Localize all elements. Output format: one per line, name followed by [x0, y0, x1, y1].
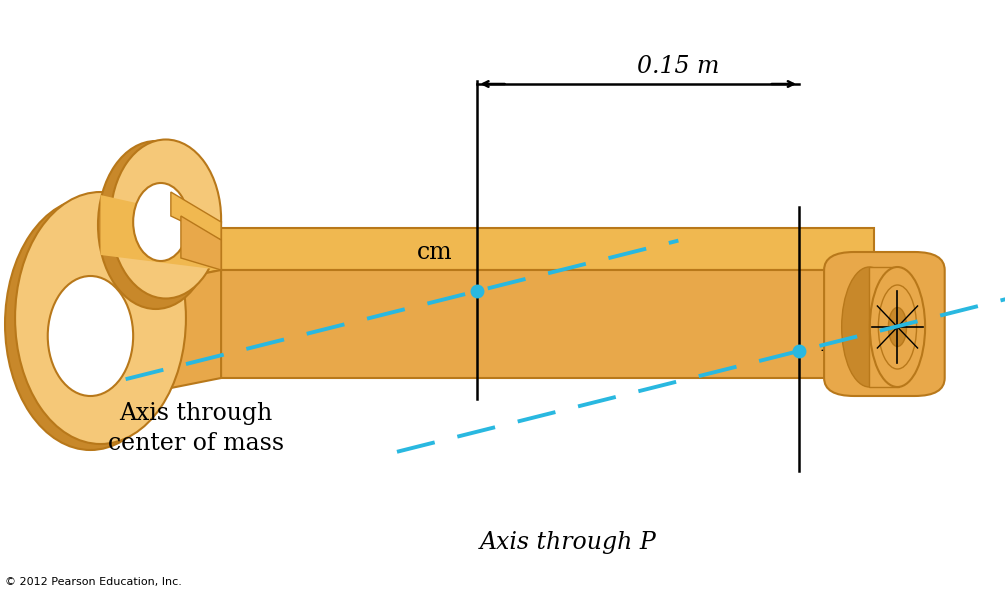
- Polygon shape: [131, 270, 221, 396]
- Polygon shape: [171, 192, 221, 240]
- Text: 0.15 m: 0.15 m: [637, 55, 720, 78]
- Ellipse shape: [111, 139, 221, 298]
- Ellipse shape: [878, 285, 917, 369]
- Ellipse shape: [888, 307, 907, 346]
- Ellipse shape: [47, 276, 133, 396]
- Polygon shape: [201, 270, 874, 378]
- Ellipse shape: [841, 267, 897, 387]
- Polygon shape: [869, 267, 899, 387]
- Polygon shape: [181, 216, 221, 270]
- Ellipse shape: [133, 183, 189, 261]
- Polygon shape: [131, 204, 221, 288]
- Text: P: P: [821, 332, 839, 356]
- Text: Axis through
center of mass: Axis through center of mass: [108, 402, 284, 455]
- Ellipse shape: [5, 198, 176, 450]
- Polygon shape: [201, 228, 874, 270]
- Ellipse shape: [870, 267, 926, 387]
- Text: cm: cm: [417, 241, 452, 264]
- Polygon shape: [100, 195, 221, 270]
- Ellipse shape: [97, 141, 213, 309]
- Text: © 2012 Pearson Education, Inc.: © 2012 Pearson Education, Inc.: [5, 577, 182, 587]
- Ellipse shape: [15, 192, 186, 444]
- Text: Axis through P: Axis through P: [479, 531, 656, 554]
- FancyBboxPatch shape: [824, 252, 945, 396]
